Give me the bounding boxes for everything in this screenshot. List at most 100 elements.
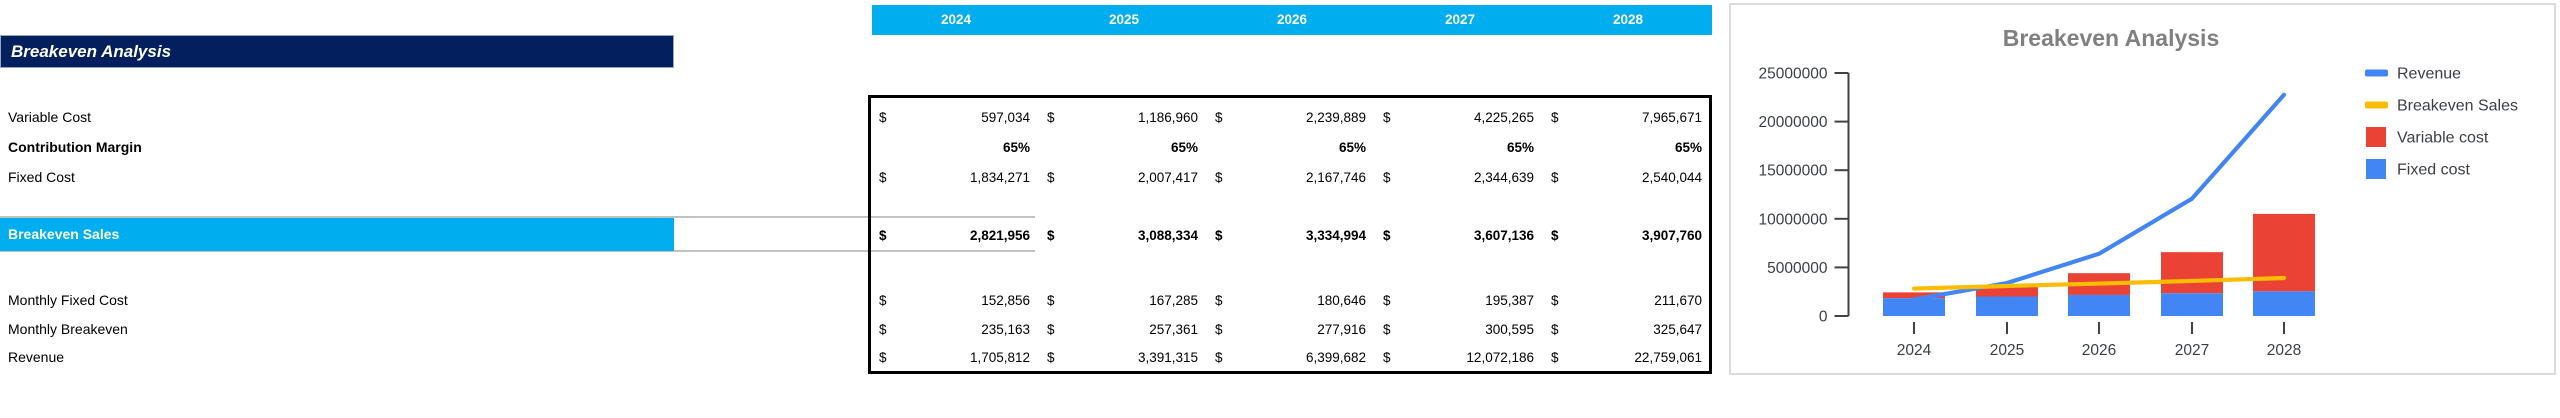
currency-symbol: $ xyxy=(1551,349,1559,365)
row-label-fixed-cost[interactable]: Fixed Cost xyxy=(8,169,75,185)
cell-breakeven-sales-2028[interactable]: $3,907,760 xyxy=(1544,225,1712,245)
y-axis-tick-label: 5000000 xyxy=(1767,260,1828,277)
currency-symbol: $ xyxy=(1047,109,1055,125)
legend-swatch-breakeven-sales xyxy=(2365,101,2388,109)
cell-variable-cost-2028[interactable]: $7,965,671 xyxy=(1544,107,1712,127)
row-label-variable-cost[interactable]: Variable Cost xyxy=(8,109,92,125)
y-axis-tick-label: 20000000 xyxy=(1759,114,1828,131)
cell-fixed-cost-2027[interactable]: $2,344,639 xyxy=(1376,167,1544,187)
column-header-2028[interactable]: 2028 xyxy=(1612,12,1644,27)
cell-monthly-fixed-cost-2024[interactable]: $152,856 xyxy=(872,290,1040,310)
cell-revenue-2024[interactable]: $1,705,812 xyxy=(872,347,1040,367)
cell-value: 325,647 xyxy=(1653,321,1702,337)
x-axis-category-label: 2025 xyxy=(1990,342,2024,359)
currency-symbol: $ xyxy=(1047,321,1055,337)
cell-contribution-margin-2024[interactable]: 65% xyxy=(872,137,1040,157)
column-header-2027[interactable]: 2027 xyxy=(1444,12,1476,27)
breakeven-sales-line xyxy=(1911,275,2287,291)
revenue-line xyxy=(1911,92,2287,302)
currency-symbol: $ xyxy=(1551,169,1559,185)
cell-value: 65% xyxy=(1674,139,1702,155)
cell-monthly-breakeven-2026[interactable]: $277,916 xyxy=(1208,319,1376,339)
cell-fixed-cost-2024[interactable]: $1,834,271 xyxy=(872,167,1040,187)
cell-monthly-fixed-cost-2028[interactable]: $211,670 xyxy=(1544,290,1712,310)
currency-symbol: $ xyxy=(1047,227,1055,243)
cell-value: 12,072,186 xyxy=(1466,349,1534,365)
cell-value: 2,239,889 xyxy=(1305,109,1366,125)
cell-value: 65% xyxy=(1506,139,1534,155)
fixed-cost-bar-segment xyxy=(2161,293,2223,316)
cell-breakeven-sales-2024[interactable]: $2,821,956 xyxy=(872,225,1040,245)
cell-value: 1,705,812 xyxy=(969,349,1030,365)
cell-breakeven-sales-2027[interactable]: $3,607,136 xyxy=(1376,225,1544,245)
cell-variable-cost-2027[interactable]: $4,225,265 xyxy=(1376,107,1544,127)
cell-value: 2,007,417 xyxy=(1137,169,1198,185)
currency-symbol: $ xyxy=(1215,109,1223,125)
currency-symbol: $ xyxy=(1551,227,1559,243)
cell-value: 300,595 xyxy=(1485,321,1534,337)
currency-symbol: $ xyxy=(1047,292,1055,308)
cell-contribution-margin-2027[interactable]: 65% xyxy=(1376,137,1544,157)
cell-fixed-cost-2028[interactable]: $2,540,044 xyxy=(1544,167,1712,187)
currency-symbol: $ xyxy=(879,292,887,308)
cell-revenue-2027[interactable]: $12,072,186 xyxy=(1376,347,1544,367)
cell-value: 277,916 xyxy=(1317,321,1366,337)
row-label-contribution-margin[interactable]: Contribution Margin xyxy=(8,139,142,155)
currency-symbol: $ xyxy=(1047,169,1055,185)
column-header-2024[interactable]: 2024 xyxy=(940,12,972,27)
currency-symbol: $ xyxy=(1215,169,1223,185)
row-divider-top xyxy=(0,216,1035,218)
currency-symbol: $ xyxy=(1551,321,1559,337)
breakeven-chart[interactable]: Breakeven Analysis 0 5000000 10000000 150000… xyxy=(1729,3,2556,375)
cell-monthly-breakeven-2024[interactable]: $235,163 xyxy=(872,319,1040,339)
cell-fixed-cost-2025[interactable]: $2,007,417 xyxy=(1040,167,1208,187)
cell-monthly-breakeven-2025[interactable]: $257,361 xyxy=(1040,319,1208,339)
cell-value: 3,088,334 xyxy=(1137,227,1198,243)
cell-value: 195,387 xyxy=(1485,292,1534,308)
cell-value: 4,225,265 xyxy=(1473,109,1534,125)
cell-value: 2,344,639 xyxy=(1473,169,1534,185)
cell-variable-cost-2024[interactable]: $597,034 xyxy=(872,107,1040,127)
cell-monthly-breakeven-2027[interactable]: $300,595 xyxy=(1376,319,1544,339)
cell-breakeven-sales-2025[interactable]: $3,088,334 xyxy=(1040,225,1208,245)
cell-monthly-breakeven-2028[interactable]: $325,647 xyxy=(1544,319,1712,339)
cell-contribution-margin-2026[interactable]: 65% xyxy=(1208,137,1376,157)
cell-value: 1,186,960 xyxy=(1137,109,1198,125)
cell-contribution-margin-2028[interactable]: 65% xyxy=(1544,137,1712,157)
y-axis-tick-label: 15000000 xyxy=(1759,163,1828,180)
cell-value: 65% xyxy=(1002,139,1030,155)
cell-value: 2,167,746 xyxy=(1305,169,1366,185)
legend-swatch-variable-cost xyxy=(2366,127,2386,147)
cell-monthly-fixed-cost-2025[interactable]: $167,285 xyxy=(1040,290,1208,310)
row-label-monthly-fixed-cost[interactable]: Monthly Fixed Cost xyxy=(8,292,128,308)
currency-symbol: $ xyxy=(879,349,887,365)
cell-variable-cost-2025[interactable]: $1,186,960 xyxy=(1040,107,1208,127)
cell-variable-cost-2026[interactable]: $2,239,889 xyxy=(1208,107,1376,127)
currency-symbol: $ xyxy=(1215,349,1223,365)
cell-revenue-2028[interactable]: $22,759,061 xyxy=(1544,347,1712,367)
legend-label: Fixed cost xyxy=(2397,162,2470,179)
cell-monthly-fixed-cost-2026[interactable]: $180,646 xyxy=(1208,290,1376,310)
cell-fixed-cost-2026[interactable]: $2,167,746 xyxy=(1208,167,1376,187)
cell-value: 2,540,044 xyxy=(1641,169,1702,185)
currency-symbol: $ xyxy=(879,227,887,243)
chart-title: Breakeven Analysis xyxy=(2003,25,2220,51)
cell-revenue-2025[interactable]: $3,391,315 xyxy=(1040,347,1208,367)
row-label-breakeven-sales[interactable]: Breakeven Sales xyxy=(0,218,674,251)
cell-value: 6,399,682 xyxy=(1305,349,1366,365)
row-label-monthly-breakeven[interactable]: Monthly Breakeven xyxy=(8,321,128,337)
cell-value: 1,834,271 xyxy=(969,169,1030,185)
cell-revenue-2026[interactable]: $6,399,682 xyxy=(1208,347,1376,367)
cell-contribution-margin-2025[interactable]: 65% xyxy=(1040,137,1208,157)
row-label-revenue[interactable]: Revenue xyxy=(8,349,65,365)
table-border-box xyxy=(868,95,1712,374)
currency-symbol: $ xyxy=(1383,321,1391,337)
column-header-2026[interactable]: 2026 xyxy=(1276,12,1308,27)
section-title: Breakeven Analysis xyxy=(11,42,172,61)
cell-value: 211,670 xyxy=(1654,292,1702,308)
column-header-2025[interactable]: 2025 xyxy=(1108,12,1140,27)
cell-monthly-fixed-cost-2027[interactable]: $195,387 xyxy=(1376,290,1544,310)
section-title-bar[interactable]: Breakeven Analysis xyxy=(0,35,674,68)
cell-breakeven-sales-2026[interactable]: $3,334,994 xyxy=(1208,225,1376,245)
